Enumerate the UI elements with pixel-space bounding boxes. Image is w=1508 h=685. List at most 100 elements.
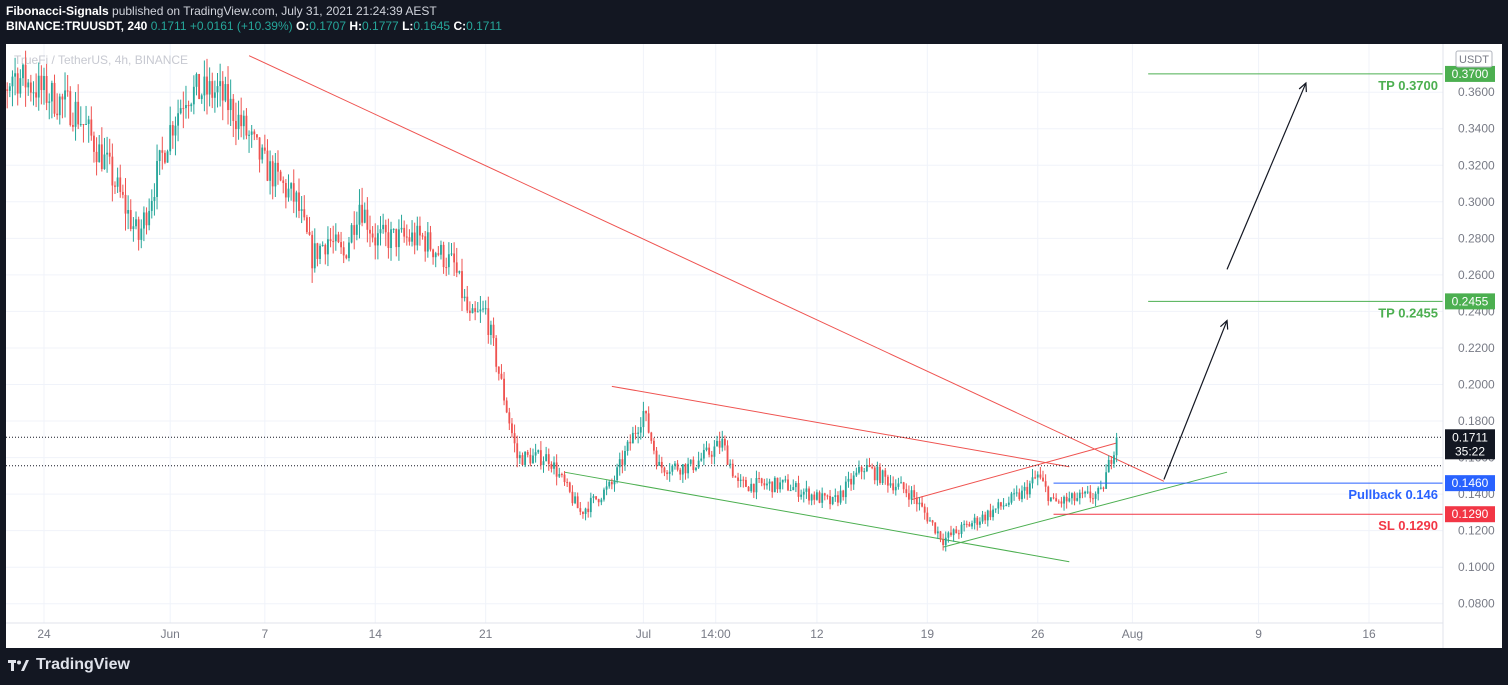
candle [127,195,130,230]
candle [637,426,640,444]
candle-body [579,508,582,512]
candle [124,178,127,231]
candle-body [308,232,311,235]
candle [463,288,466,302]
candle [584,507,587,521]
candle-body [53,82,56,114]
candle [858,460,860,475]
candle [705,441,708,452]
candle [77,84,80,130]
candle-body [852,475,855,485]
candle [348,236,350,262]
candle [957,529,960,540]
candle-body [850,478,853,485]
x-tick-label: 19 [921,627,935,641]
candle [802,488,805,503]
candle-body [1113,455,1115,464]
candle [902,481,905,494]
candle-body [815,492,818,500]
candle-body [1057,501,1060,503]
candle-body [468,310,471,314]
candle-body [813,494,816,500]
y-tick-label: 0.0800 [1458,597,1495,611]
candle [800,489,803,500]
candle [760,477,763,487]
candle [16,67,19,106]
price-change: +0.0161 (+10.39%) [189,19,293,33]
candle [729,459,732,469]
candle-body [164,152,166,163]
candle-body [319,245,321,259]
candle [1026,479,1029,500]
candle [603,487,605,502]
candle [773,476,776,493]
candle-body [282,180,285,184]
candle [723,435,726,451]
candle [818,490,821,504]
candle-body [227,84,229,111]
candle-body [742,479,745,481]
candle-body [597,499,600,503]
candle-body [198,74,201,100]
candle [198,73,201,100]
candle [256,134,258,140]
candle-body [653,440,655,451]
author-name[interactable]: Fibonacci-Signals [6,4,109,18]
candle-body [900,482,902,484]
candle [361,187,364,227]
candle [653,437,655,455]
candle-body [411,232,413,242]
candle-body [647,413,650,433]
candle [440,240,442,260]
candle [313,228,316,273]
level-label: Pullback 0.146 [1348,487,1438,502]
candle-body [702,449,705,459]
candle [863,467,866,480]
candle [224,76,227,103]
candle-body [45,76,48,103]
candle-body [1000,502,1002,507]
candle [182,91,185,129]
candle [1031,468,1034,489]
candle-body [1099,487,1102,489]
candle [629,434,632,451]
candle [963,520,966,532]
candle [587,501,590,518]
candle [437,246,440,257]
candle-body [618,459,621,468]
price-chart[interactable]: TrueFi / TetherUS, 4h, BINANCE TP 0.3700… [0,44,1502,648]
candle-body [279,171,282,181]
candle-body [908,493,910,500]
candle [984,511,987,525]
candle [900,476,902,484]
candle [926,507,929,524]
candle-body [831,497,834,505]
candle [952,528,955,542]
candle-body [889,483,892,486]
y-tick-label: 0.2000 [1458,378,1495,392]
candle-body [150,200,153,211]
candle-body [821,493,824,503]
candle [190,102,193,112]
candle-body [253,131,256,135]
tradingview-logo[interactable]: TradingView [8,656,130,674]
candle [534,443,537,463]
chart-frame[interactable]: TrueFi / TetherUS, 4h, BINANCE TP 0.3700… [0,44,1502,648]
candle [989,503,992,521]
currency-label: USDT [1459,54,1489,66]
candle-body [550,463,553,469]
candle-body [918,502,921,505]
candle [413,222,416,255]
candle-body [839,490,842,503]
candle [116,167,119,193]
candle-body [810,494,813,501]
candle [526,449,529,458]
currency-tag [1455,50,1493,68]
candle [1002,498,1005,510]
candle [135,211,137,230]
level-axis-label: 0.3700 [1452,67,1489,81]
candle-body [787,479,789,491]
candle [358,189,361,239]
candle [994,508,997,513]
trendline-channel-bottom [942,471,1228,548]
